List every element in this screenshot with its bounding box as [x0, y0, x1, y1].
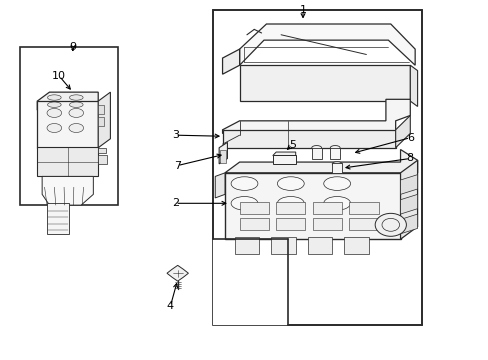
Polygon shape [400, 194, 417, 214]
Polygon shape [400, 175, 417, 194]
Polygon shape [224, 173, 400, 239]
Bar [212, 239, 288, 325]
Polygon shape [271, 237, 295, 253]
Bar [20, 47, 118, 205]
Ellipse shape [277, 197, 304, 210]
Bar [212, 10, 422, 325]
Text: 9: 9 [69, 42, 76, 52]
Bar [220, 150, 225, 163]
Polygon shape [239, 24, 414, 65]
Bar [98, 117, 104, 126]
Bar [312, 218, 341, 230]
Circle shape [374, 213, 406, 236]
Polygon shape [272, 152, 295, 156]
Bar [239, 218, 268, 230]
Ellipse shape [69, 95, 83, 100]
Polygon shape [239, 65, 409, 101]
Text: 10: 10 [52, 71, 66, 81]
Ellipse shape [277, 177, 304, 190]
Text: 5: 5 [288, 140, 295, 150]
Ellipse shape [231, 197, 257, 210]
Ellipse shape [69, 102, 83, 107]
Ellipse shape [323, 177, 350, 190]
Ellipse shape [47, 95, 61, 100]
Polygon shape [166, 265, 188, 281]
Polygon shape [37, 101, 98, 148]
Ellipse shape [47, 102, 61, 107]
Text: 4: 4 [166, 301, 174, 311]
Ellipse shape [331, 162, 341, 166]
Ellipse shape [69, 123, 83, 132]
Polygon shape [215, 173, 224, 198]
Polygon shape [400, 214, 417, 234]
Bar [239, 202, 268, 214]
Polygon shape [395, 116, 409, 148]
Bar [330, 148, 339, 159]
Ellipse shape [47, 123, 61, 132]
Polygon shape [37, 92, 98, 110]
Ellipse shape [47, 108, 61, 117]
Polygon shape [224, 149, 417, 173]
Bar [348, 218, 378, 230]
Bar [348, 202, 378, 214]
Polygon shape [47, 203, 69, 234]
Text: 1: 1 [299, 5, 306, 15]
Bar [98, 155, 107, 164]
Bar [311, 148, 321, 159]
Bar [98, 105, 104, 114]
Bar [276, 218, 305, 230]
Text: 8: 8 [406, 153, 413, 163]
Polygon shape [37, 147, 98, 176]
Text: 3: 3 [171, 130, 179, 140]
Polygon shape [400, 160, 417, 239]
Polygon shape [222, 49, 239, 74]
Bar [276, 202, 305, 214]
Polygon shape [222, 99, 409, 134]
Polygon shape [222, 130, 395, 148]
Text: 7: 7 [173, 161, 181, 171]
Polygon shape [98, 92, 110, 148]
Ellipse shape [330, 145, 339, 150]
Polygon shape [307, 237, 331, 253]
Polygon shape [344, 237, 368, 253]
Polygon shape [42, 176, 93, 205]
Ellipse shape [231, 177, 257, 190]
Text: 6: 6 [406, 133, 413, 143]
Polygon shape [409, 65, 417, 107]
Ellipse shape [323, 197, 350, 210]
Bar [312, 202, 341, 214]
Ellipse shape [311, 145, 321, 150]
Bar [331, 163, 341, 173]
Text: 2: 2 [171, 198, 179, 208]
Bar [272, 155, 295, 164]
Ellipse shape [69, 108, 83, 117]
Bar [98, 148, 105, 153]
Polygon shape [219, 142, 227, 164]
Polygon shape [234, 237, 259, 253]
